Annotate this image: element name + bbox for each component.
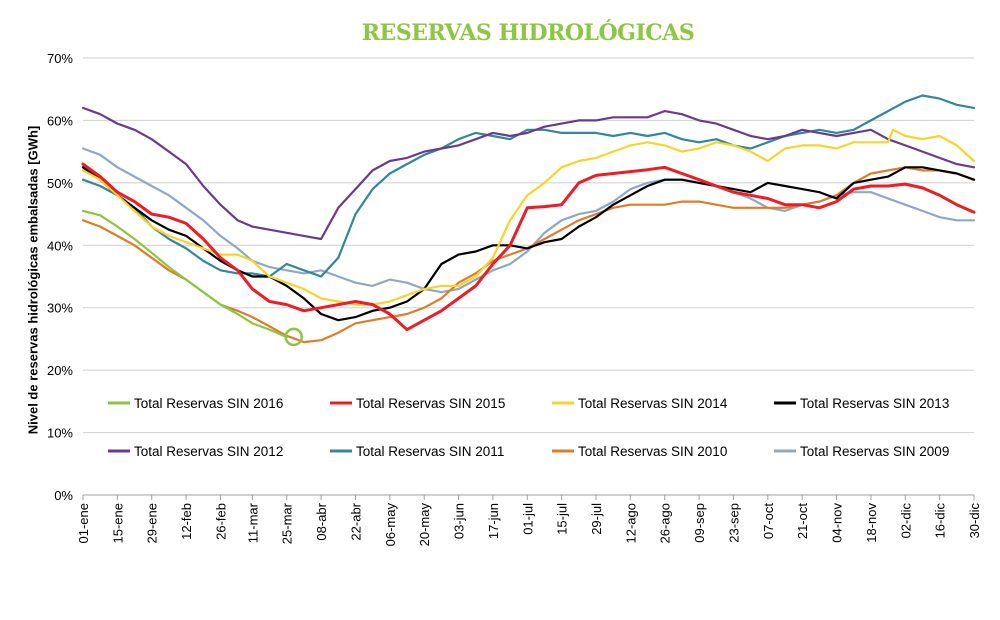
legend-label: Total Reservas SIN 2014 <box>578 396 728 411</box>
series-lines <box>81 94 976 344</box>
x-tick-label: 18-nov <box>864 503 879 543</box>
y-tick-label: 10% <box>47 426 73 441</box>
marker-circle <box>284 327 303 347</box>
x-tick-label: 04-nov <box>830 503 845 543</box>
x-tick-label: 16-dic <box>933 503 948 539</box>
legend: Total Reservas SIN 2016 Total Reservas SI… <box>108 396 949 459</box>
x-tick-label: 25-mar <box>280 502 295 544</box>
x-tick-label: 09-sep <box>692 503 707 543</box>
y-tick-label: 20% <box>47 363 73 378</box>
series-line <box>81 209 288 339</box>
series-line <box>81 166 976 322</box>
x-tick-label: 07-oct <box>761 503 776 540</box>
x-tick-label: 11-mar <box>245 502 260 543</box>
series-line <box>81 147 976 294</box>
legend-label: Total Reservas SIN 2015 <box>356 396 505 411</box>
x-tick-label: 29-ene <box>145 503 160 543</box>
x-tick-label: 02-dic <box>898 503 913 539</box>
y-tick-label: 70% <box>47 51 73 66</box>
x-axis-ticks: 01-ene 15-ene 29-ene 12-feb 26-feb 11-mar 25-m… <box>76 495 982 546</box>
legend-label: Total Reservas SIN 2010 <box>578 444 727 459</box>
x-tick-label: 23-sep <box>726 503 741 543</box>
x-tick-label: 22-abr <box>348 502 363 540</box>
x-tick-label: 29-jul <box>589 503 604 535</box>
legend-label: Total Reservas SIN 2009 <box>800 444 949 459</box>
x-tick-label: 26-feb <box>213 503 228 540</box>
series-line <box>81 162 976 332</box>
x-tick-label: 01-jul <box>520 503 535 535</box>
x-tick-label: 20-may <box>417 503 432 547</box>
chart-title: RESERVAS HIDROLÓGICAS <box>361 20 695 46</box>
x-tick-label: 01-ene <box>76 503 91 543</box>
x-tick-label: 26-ago <box>658 503 673 543</box>
series-line <box>81 94 976 278</box>
legend-label: Total Reservas SIN 2016 <box>134 396 283 411</box>
x-tick-label: 12-ago <box>623 503 638 543</box>
x-tick-label: 15-jul <box>555 503 570 535</box>
y-tick-label: 50% <box>47 176 73 191</box>
y-axis-ticks: 0% 10% 20% 30% 40% 50% 60% 70% <box>47 51 73 503</box>
annotations <box>284 327 303 347</box>
series-line <box>81 106 976 241</box>
legend-label: Total Reservas SIN 2013 <box>800 396 949 411</box>
x-tick-label: 08-abr <box>314 502 329 540</box>
y-tick-label: 30% <box>47 301 73 316</box>
series-line <box>81 128 976 306</box>
y-tick-label: 0% <box>54 488 73 503</box>
x-tick-label: 06-may <box>383 503 398 547</box>
x-tick-label: 03-jun <box>452 503 467 539</box>
legend-label: Total Reservas SIN 2012 <box>134 444 283 459</box>
x-tick-label: 17-jun <box>486 503 501 539</box>
y-tick-label: 40% <box>47 238 73 253</box>
x-tick-label: 30-dic <box>967 503 982 539</box>
y-tick-label: 60% <box>47 113 73 128</box>
x-tick-label: 21-oct <box>795 503 810 540</box>
legend-label: Total Reservas SIN 2011 <box>356 444 504 459</box>
x-tick-label: 15-ene <box>110 503 125 543</box>
x-tick-label: 12-feb <box>179 503 194 540</box>
grid-lines <box>83 57 974 434</box>
